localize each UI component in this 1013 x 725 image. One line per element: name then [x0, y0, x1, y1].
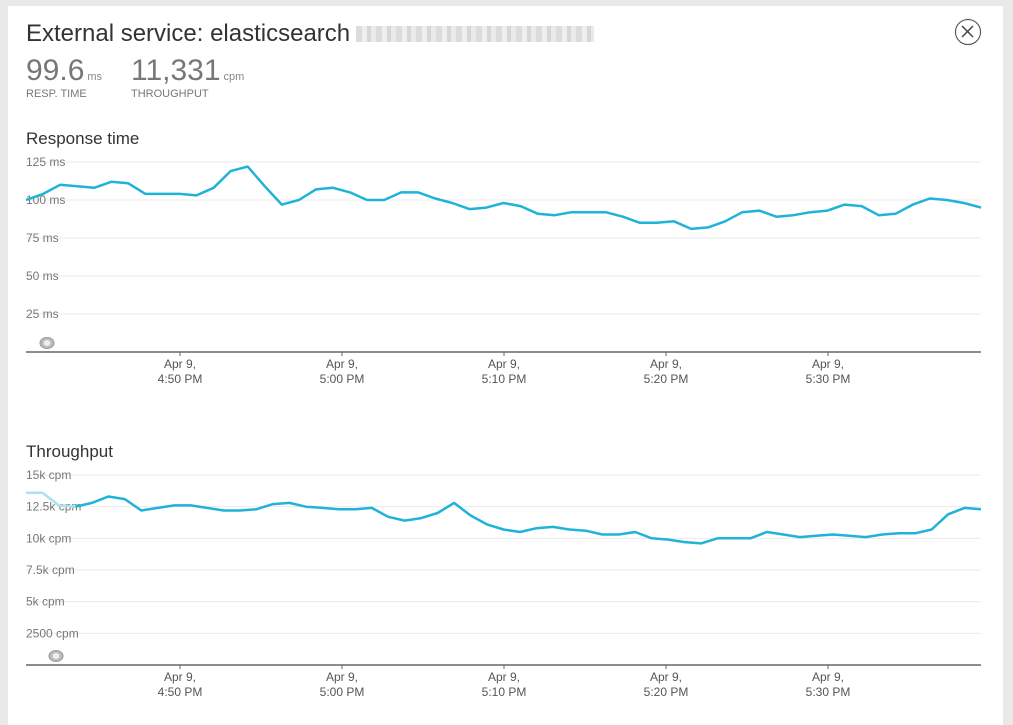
y-tick-label: 100 ms: [26, 193, 65, 207]
y-tick-label: 10k cpm: [26, 531, 71, 545]
range-handle-inner: [52, 653, 60, 659]
range-handle-inner: [43, 340, 51, 346]
redacted-hostname: [356, 26, 595, 42]
x-tick-label: Apr 9,: [488, 357, 520, 371]
x-tick-label: Apr 9,: [326, 670, 358, 684]
y-tick-label: 125 ms: [26, 155, 65, 169]
x-tick-label: 5:30 PM: [806, 372, 851, 386]
throughput-title: Throughput: [26, 442, 113, 461]
y-tick-label: 50 ms: [26, 269, 59, 283]
close-button[interactable]: [955, 19, 981, 45]
resp-time-label: RESP. TIME: [26, 88, 87, 100]
y-tick-label: 2500 cpm: [26, 626, 79, 640]
x-tick-label: 5:00 PM: [320, 685, 365, 699]
throughput-value: 11,331: [131, 54, 221, 87]
x-tick-label: Apr 9,: [488, 670, 520, 684]
x-tick-label: Apr 9,: [650, 357, 682, 371]
x-tick-label: 5:20 PM: [644, 685, 689, 699]
x-tick-label: 5:10 PM: [482, 685, 527, 699]
series-line-faded: [26, 491, 76, 508]
x-tick-label: 4:50 PM: [158, 372, 203, 386]
close-icon: [961, 25, 974, 38]
response-time-title: Response time: [26, 129, 140, 148]
y-tick-label: 25 ms: [26, 307, 59, 321]
y-tick-label: 15k cpm: [26, 468, 71, 482]
x-tick-label: Apr 9,: [326, 357, 358, 371]
x-tick-label: Apr 9,: [812, 670, 844, 684]
x-tick-label: 5:30 PM: [806, 685, 851, 699]
throughput-label: THROUGHPUT: [131, 88, 209, 100]
x-tick-label: Apr 9,: [164, 670, 196, 684]
throughput-unit: cpm: [223, 71, 245, 83]
resp-time-metric: 99.6 ms RESP. TIME: [26, 54, 102, 100]
title-row: External service: elasticsearch: [26, 19, 595, 49]
x-tick-label: 5:00 PM: [320, 372, 365, 386]
service-modal: External service: elasticsearch 99.6 ms R…: [8, 6, 1003, 725]
resp-time-unit: ms: [87, 71, 103, 83]
series-line: [25, 165, 982, 231]
modal-title: External service: elasticsearch: [26, 20, 351, 47]
x-tick-label: Apr 9,: [812, 357, 844, 371]
y-tick-label: 5k cpm: [26, 595, 65, 609]
y-tick-label: 75 ms: [26, 231, 59, 245]
throughput-metric: 11,331 cpm THROUGHPUT: [131, 54, 244, 100]
x-tick-label: 4:50 PM: [158, 685, 203, 699]
series-line: [75, 495, 982, 545]
throughput-chart[interactable]: 2500 cpm 5k cpm 7.5k cpm 10k cpm 12.5k cpm 15…: [8, 465, 1003, 705]
y-tick-label: 12.5k cpm: [26, 500, 81, 514]
x-tick-label: 5:10 PM: [482, 372, 527, 386]
x-tick-label: 5:20 PM: [644, 372, 689, 386]
y-tick-label: 7.5k cpm: [26, 563, 75, 577]
resp-time-value: 99.6: [26, 54, 85, 87]
x-tick-label: Apr 9,: [650, 670, 682, 684]
x-tick-label: Apr 9,: [164, 357, 196, 371]
